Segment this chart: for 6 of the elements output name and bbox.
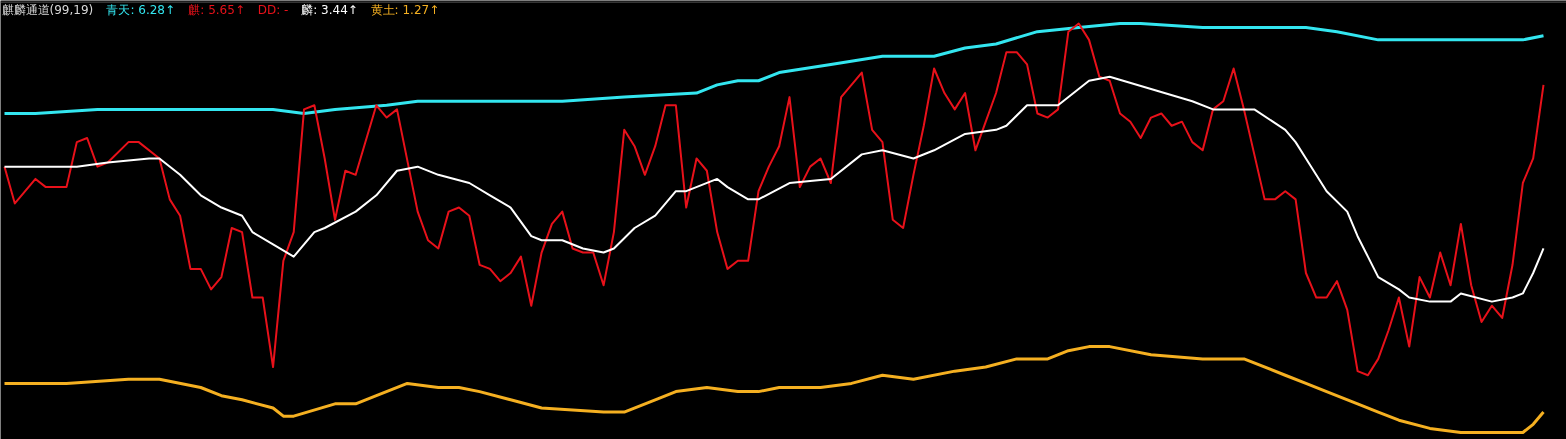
text: 青天: 6.28↑ — [106, 2, 176, 17]
text: 麒: 5.65↑ — [188, 2, 245, 17]
text: 黄土: 1.27↑ — [370, 2, 440, 17]
text: 麟: 3.44↑ — [301, 2, 358, 17]
chart-title: 麒麟通道(99,19) — [1, 2, 94, 17]
text: DD: - — [257, 2, 289, 17]
